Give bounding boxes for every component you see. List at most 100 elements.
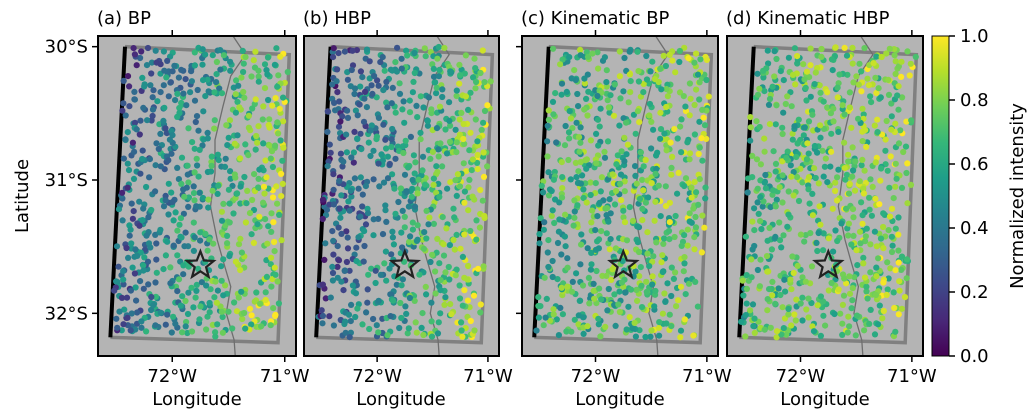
intensity-point bbox=[447, 179, 454, 186]
panel-c-title: (c) Kinematic BP bbox=[521, 8, 670, 29]
intensity-point bbox=[594, 116, 602, 123]
intensity-point bbox=[859, 212, 866, 219]
intensity-point bbox=[651, 303, 658, 310]
panel-b-epicenter-star-icon bbox=[388, 248, 422, 280]
intensity-point bbox=[184, 171, 191, 178]
intensity-point bbox=[666, 311, 673, 318]
intensity-point bbox=[429, 148, 436, 155]
intensity-point bbox=[675, 297, 682, 304]
intensity-point bbox=[637, 264, 644, 271]
intensity-point bbox=[152, 279, 159, 286]
intensity-point bbox=[412, 159, 419, 166]
intensity-point bbox=[685, 55, 692, 62]
intensity-point bbox=[778, 331, 785, 338]
intensity-point bbox=[338, 278, 345, 285]
intensity-point bbox=[119, 189, 126, 196]
intensity-point bbox=[880, 245, 887, 252]
intensity-point bbox=[451, 214, 458, 221]
panel-d-intensity-points bbox=[738, 44, 919, 341]
intensity-point bbox=[406, 238, 413, 245]
intensity-point bbox=[420, 104, 427, 111]
intensity-point bbox=[583, 199, 590, 206]
intensity-point bbox=[830, 248, 837, 255]
intensity-point bbox=[268, 210, 275, 217]
intensity-point bbox=[696, 144, 703, 151]
colorbar-label: Normalized intensity bbox=[1007, 103, 1028, 289]
intensity-point bbox=[434, 330, 442, 337]
intensity-point bbox=[467, 227, 474, 235]
intensity-point bbox=[178, 234, 185, 241]
intensity-point bbox=[236, 104, 243, 111]
intensity-point bbox=[193, 287, 200, 294]
intensity-point bbox=[792, 317, 799, 324]
intensity-point bbox=[691, 179, 698, 186]
intensity-point bbox=[541, 219, 548, 226]
intensity-point bbox=[692, 278, 699, 285]
colorbar-gradient bbox=[931, 35, 950, 357]
intensity-point bbox=[754, 70, 761, 77]
intensity-point bbox=[888, 100, 895, 107]
intensity-point bbox=[867, 306, 874, 313]
intensity-point bbox=[157, 309, 164, 316]
intensity-point bbox=[212, 329, 219, 336]
intensity-point bbox=[401, 224, 408, 231]
intensity-point bbox=[849, 44, 856, 52]
intensity-point bbox=[350, 159, 357, 166]
intensity-point bbox=[330, 237, 337, 244]
intensity-point bbox=[160, 48, 167, 55]
intensity-point bbox=[834, 84, 841, 91]
intensity-point bbox=[473, 236, 480, 243]
intensity-point bbox=[612, 322, 619, 329]
intensity-point bbox=[362, 88, 369, 95]
intensity-point bbox=[346, 334, 353, 341]
intensity-point bbox=[626, 314, 633, 321]
intensity-point bbox=[541, 274, 548, 281]
intensity-point bbox=[598, 296, 605, 303]
intensity-point bbox=[357, 130, 364, 137]
intensity-point bbox=[632, 333, 640, 340]
intensity-point bbox=[608, 276, 615, 283]
intensity-point bbox=[430, 73, 438, 80]
intensity-point bbox=[393, 68, 400, 75]
intensity-point bbox=[778, 244, 785, 251]
intensity-point bbox=[353, 244, 360, 251]
intensity-point bbox=[370, 232, 377, 239]
intensity-point bbox=[374, 77, 381, 84]
intensity-point bbox=[674, 190, 681, 197]
intensity-point bbox=[229, 182, 236, 189]
intensity-point bbox=[891, 52, 898, 59]
intensity-point bbox=[874, 116, 881, 123]
intensity-point bbox=[172, 209, 179, 216]
intensity-point bbox=[820, 98, 827, 105]
intensity-point bbox=[643, 52, 650, 60]
intensity-point bbox=[844, 225, 851, 232]
intensity-point bbox=[789, 71, 797, 78]
intensity-point bbox=[828, 279, 835, 287]
intensity-point bbox=[348, 193, 355, 200]
intensity-point bbox=[367, 127, 374, 134]
intensity-point bbox=[113, 243, 121, 250]
intensity-point bbox=[595, 321, 602, 328]
intensity-point bbox=[661, 235, 668, 242]
intensity-point bbox=[553, 316, 560, 323]
intensity-point bbox=[343, 149, 350, 156]
intensity-point bbox=[115, 206, 123, 213]
intensity-point bbox=[594, 213, 601, 220]
intensity-point bbox=[362, 221, 370, 228]
intensity-point bbox=[150, 302, 157, 309]
intensity-point bbox=[638, 282, 645, 289]
intensity-point bbox=[222, 155, 229, 162]
intensity-point bbox=[761, 88, 768, 95]
intensity-point bbox=[542, 314, 549, 321]
intensity-point bbox=[471, 327, 478, 334]
intensity-point bbox=[389, 84, 396, 91]
intensity-point bbox=[664, 93, 672, 100]
intensity-point bbox=[334, 243, 341, 250]
intensity-point bbox=[818, 45, 825, 53]
intensity-point bbox=[365, 139, 372, 146]
intensity-point bbox=[174, 90, 181, 97]
intensity-point bbox=[220, 256, 227, 263]
intensity-point bbox=[794, 53, 801, 60]
intensity-point bbox=[895, 106, 902, 113]
intensity-point bbox=[669, 153, 676, 160]
